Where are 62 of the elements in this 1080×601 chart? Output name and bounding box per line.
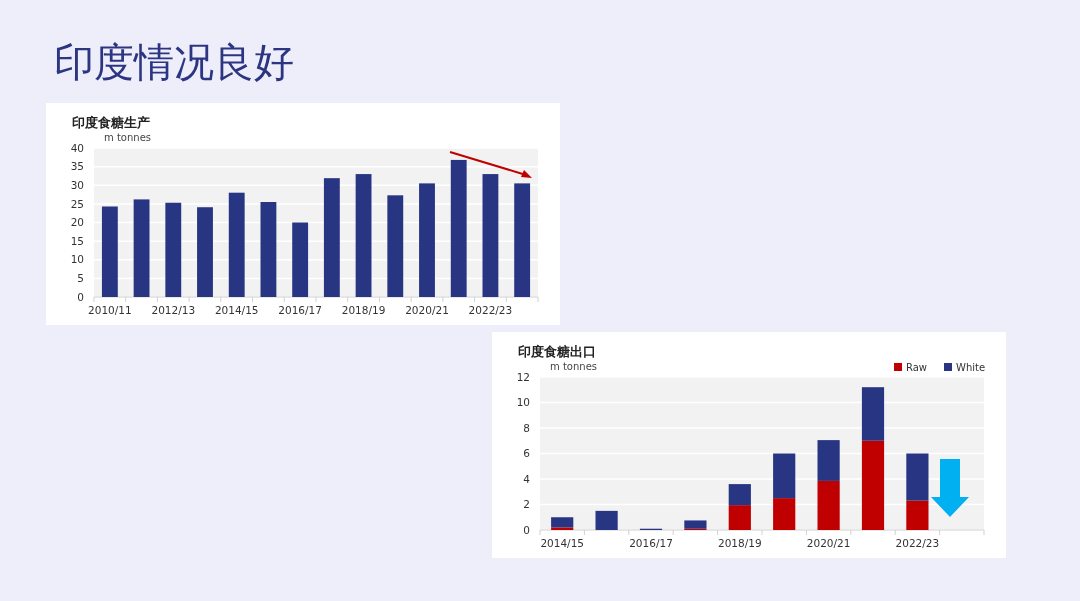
bar [861,387,885,441]
bar [773,453,796,499]
y-tick-label: 0 [523,523,530,536]
x-tick-label: 2014/15 [214,304,259,316]
bar [323,178,340,297]
bar [906,500,929,530]
text: 印度情况良好 [54,39,294,85]
bar [728,505,751,530]
legend-label: White [956,362,986,373]
y-axis-title: m tonnes [104,132,151,143]
x-tick-label: 2014/15 [540,537,585,549]
bar [260,202,277,297]
x-tick-label: 2018/19 [717,537,762,549]
y-tick-label: 2 [523,498,530,511]
y-tick-label: 12 [516,370,530,383]
bar [387,195,404,297]
bar [101,206,118,297]
x-tick-label: 2016/17 [629,537,673,549]
bar [861,440,885,530]
bar [165,202,182,297]
bar [514,183,531,297]
bar [133,199,150,297]
bar [728,484,751,506]
bar [419,183,435,297]
chart-title: 印度食糖出口 [518,344,596,359]
bar [482,174,499,297]
x-tick-label: 2012/13 [151,304,196,316]
x-tick-label: 2010/11 [88,304,132,316]
y-tick-label: 40 [70,141,84,154]
y-tick-label: 30 [70,178,84,191]
y-tick-label: 35 [70,160,84,173]
y-tick-label: 4 [523,472,531,485]
bar [817,440,840,481]
y-tick-label: 6 [523,447,531,460]
bar [228,192,245,297]
bar [551,517,574,528]
bar [817,480,840,530]
y-tick-label: 25 [70,197,84,210]
bar [551,527,574,530]
x-tick-label: 2018/19 [341,304,386,316]
y-axis-title: m tonnes [550,361,597,372]
chart-title: 印度食糖生产 [72,115,150,130]
bar [292,222,309,297]
bar [197,207,213,297]
y-tick-label: 10 [516,396,530,409]
bar [773,498,796,530]
x-tick-label: 2016/17 [278,304,322,316]
x-tick-label: 2022/23 [468,304,513,316]
legend-label: Raw [906,362,928,373]
bar [450,159,467,297]
y-tick-label: 8 [523,421,530,434]
y-tick-label: 15 [70,234,84,247]
y-tick-label: 20 [70,216,84,229]
x-tick-label: 2020/21 [806,537,851,549]
y-tick-label: 5 [77,272,84,285]
y-tick-label: 10 [70,253,84,266]
bar [595,510,618,530]
bar [355,174,372,297]
x-tick-label: 2022/23 [895,537,940,549]
x-tick-label: 2020/21 [405,304,449,316]
bar [684,520,707,529]
y-tick-label: 0 [77,290,84,303]
